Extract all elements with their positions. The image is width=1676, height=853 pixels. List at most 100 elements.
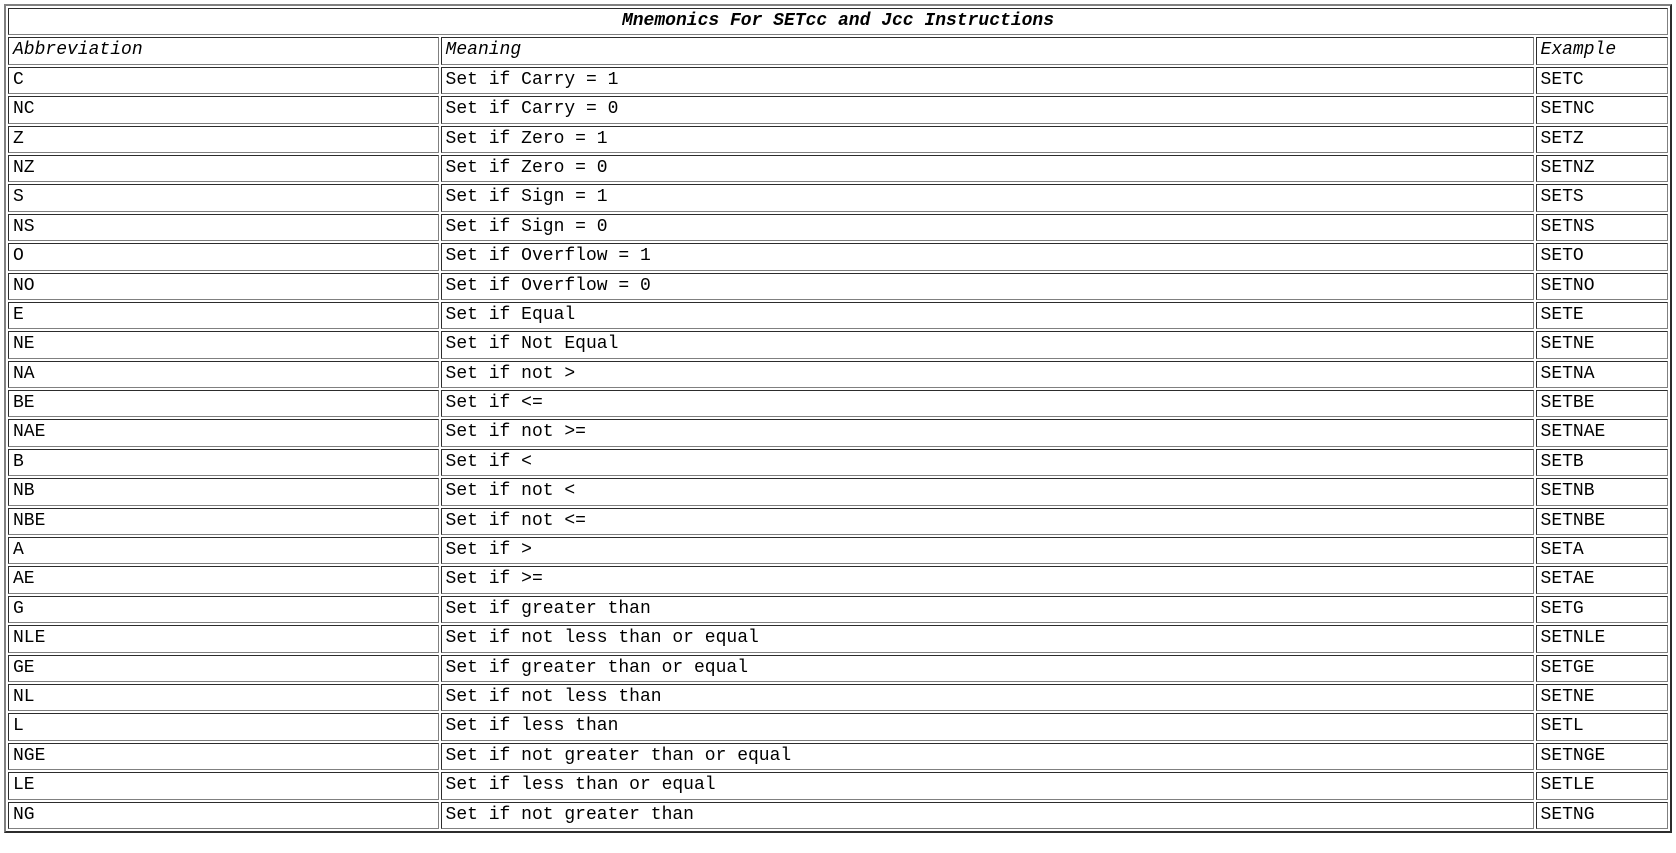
table-row: BSet if <SETB: [8, 449, 1668, 476]
cell-example: SETNZ: [1536, 155, 1668, 182]
cell-meaning: Set if not less than: [441, 684, 1534, 711]
table-row: LSet if less thanSETL: [8, 713, 1668, 740]
cell-example: SETC: [1536, 67, 1668, 94]
cell-abbreviation: NS: [8, 214, 439, 241]
cell-abbreviation: NBE: [8, 508, 439, 535]
cell-abbreviation: NZ: [8, 155, 439, 182]
cell-example: SETZ: [1536, 126, 1668, 153]
cell-abbreviation: NC: [8, 96, 439, 123]
cell-abbreviation: NLE: [8, 625, 439, 652]
cell-meaning: Set if Overflow = 0: [441, 273, 1534, 300]
table-row: NLESet if not less than or equalSETNLE: [8, 625, 1668, 652]
table-row: SSet if Sign = 1SETS: [8, 184, 1668, 211]
cell-meaning: Set if Equal: [441, 302, 1534, 329]
cell-meaning: Set if Sign = 0: [441, 214, 1534, 241]
cell-example: SETNBE: [1536, 508, 1668, 535]
cell-abbreviation: L: [8, 713, 439, 740]
cell-example: SETNA: [1536, 361, 1668, 388]
col-header-example: Example: [1536, 37, 1668, 64]
cell-example: SETNG: [1536, 802, 1668, 829]
table-row: NOSet if Overflow = 0SETNO: [8, 273, 1668, 300]
cell-example: SETNLE: [1536, 625, 1668, 652]
col-header-abbreviation: Abbreviation: [8, 37, 439, 64]
table-body: Mnemonics For SETcc and Jcc Instructions…: [8, 8, 1668, 829]
cell-meaning: Set if Zero = 1: [441, 126, 1534, 153]
table-row: ESet if EqualSETE: [8, 302, 1668, 329]
table-row: CSet if Carry = 1SETC: [8, 67, 1668, 94]
cell-meaning: Set if Carry = 0: [441, 96, 1534, 123]
cell-example: SETG: [1536, 596, 1668, 623]
cell-abbreviation: NG: [8, 802, 439, 829]
cell-abbreviation: S: [8, 184, 439, 211]
col-header-meaning: Meaning: [441, 37, 1534, 64]
table-row: NASet if not >SETNA: [8, 361, 1668, 388]
cell-example: SETL: [1536, 713, 1668, 740]
cell-abbreviation: C: [8, 67, 439, 94]
table-row: NBESet if not <=SETNBE: [8, 508, 1668, 535]
table-row: NGSet if not greater thanSETNG: [8, 802, 1668, 829]
table-row: GESet if greater than or equalSETGE: [8, 655, 1668, 682]
table-row: LESet if less than or equalSETLE: [8, 772, 1668, 799]
cell-meaning: Set if >=: [441, 566, 1534, 593]
cell-abbreviation: NGE: [8, 743, 439, 770]
cell-example: SETLE: [1536, 772, 1668, 799]
table-row: OSet if Overflow = 1SETO: [8, 243, 1668, 270]
cell-example: SETNE: [1536, 684, 1668, 711]
cell-abbreviation: BE: [8, 390, 439, 417]
cell-meaning: Set if greater than or equal: [441, 655, 1534, 682]
cell-meaning: Set if not greater than or equal: [441, 743, 1534, 770]
cell-abbreviation: NA: [8, 361, 439, 388]
cell-abbreviation: NAE: [8, 419, 439, 446]
cell-example: SETNB: [1536, 478, 1668, 505]
cell-example: SETAE: [1536, 566, 1668, 593]
cell-example: SETBE: [1536, 390, 1668, 417]
cell-example: SETNAE: [1536, 419, 1668, 446]
cell-meaning: Set if not <: [441, 478, 1534, 505]
cell-meaning: Set if not >=: [441, 419, 1534, 446]
cell-meaning: Set if not <=: [441, 508, 1534, 535]
table-row: BESet if <=SETBE: [8, 390, 1668, 417]
table-header-row: Abbreviation Meaning Example: [8, 37, 1668, 64]
cell-example: SETNC: [1536, 96, 1668, 123]
table-row: NESet if Not EqualSETNE: [8, 331, 1668, 358]
cell-abbreviation: GE: [8, 655, 439, 682]
cell-abbreviation: B: [8, 449, 439, 476]
cell-example: SETS: [1536, 184, 1668, 211]
cell-abbreviation: O: [8, 243, 439, 270]
cell-example: SETO: [1536, 243, 1668, 270]
cell-example: SETNE: [1536, 331, 1668, 358]
cell-meaning: Set if Not Equal: [441, 331, 1534, 358]
table-row: ASet if >SETA: [8, 537, 1668, 564]
table-row: ZSet if Zero = 1SETZ: [8, 126, 1668, 153]
table-row: NSSet if Sign = 0SETNS: [8, 214, 1668, 241]
cell-meaning: Set if <: [441, 449, 1534, 476]
cell-abbreviation: G: [8, 596, 439, 623]
cell-example: SETNO: [1536, 273, 1668, 300]
cell-meaning: Set if Zero = 0: [441, 155, 1534, 182]
cell-abbreviation: A: [8, 537, 439, 564]
table-row: NAESet if not >=SETNAE: [8, 419, 1668, 446]
table-row: NCSet if Carry = 0SETNC: [8, 96, 1668, 123]
cell-abbreviation: NE: [8, 331, 439, 358]
cell-abbreviation: E: [8, 302, 439, 329]
table-row: GSet if greater thanSETG: [8, 596, 1668, 623]
table-caption-row: Mnemonics For SETcc and Jcc Instructions: [8, 8, 1668, 35]
cell-abbreviation: NL: [8, 684, 439, 711]
cell-meaning: Set if not greater than: [441, 802, 1534, 829]
cell-abbreviation: Z: [8, 126, 439, 153]
table-row: NLSet if not less thanSETNE: [8, 684, 1668, 711]
cell-meaning: Set if >: [441, 537, 1534, 564]
cell-meaning: Set if less than: [441, 713, 1534, 740]
cell-example: SETNGE: [1536, 743, 1668, 770]
cell-meaning: Set if greater than: [441, 596, 1534, 623]
cell-meaning: Set if not >: [441, 361, 1534, 388]
cell-meaning: Set if Sign = 1: [441, 184, 1534, 211]
cell-meaning: Set if not less than or equal: [441, 625, 1534, 652]
table-row: NGESet if not greater than or equalSETNG…: [8, 743, 1668, 770]
cell-meaning: Set if <=: [441, 390, 1534, 417]
cell-meaning: Set if Carry = 1: [441, 67, 1534, 94]
cell-example: SETA: [1536, 537, 1668, 564]
cell-example: SETGE: [1536, 655, 1668, 682]
cell-meaning: Set if less than or equal: [441, 772, 1534, 799]
cell-abbreviation: LE: [8, 772, 439, 799]
